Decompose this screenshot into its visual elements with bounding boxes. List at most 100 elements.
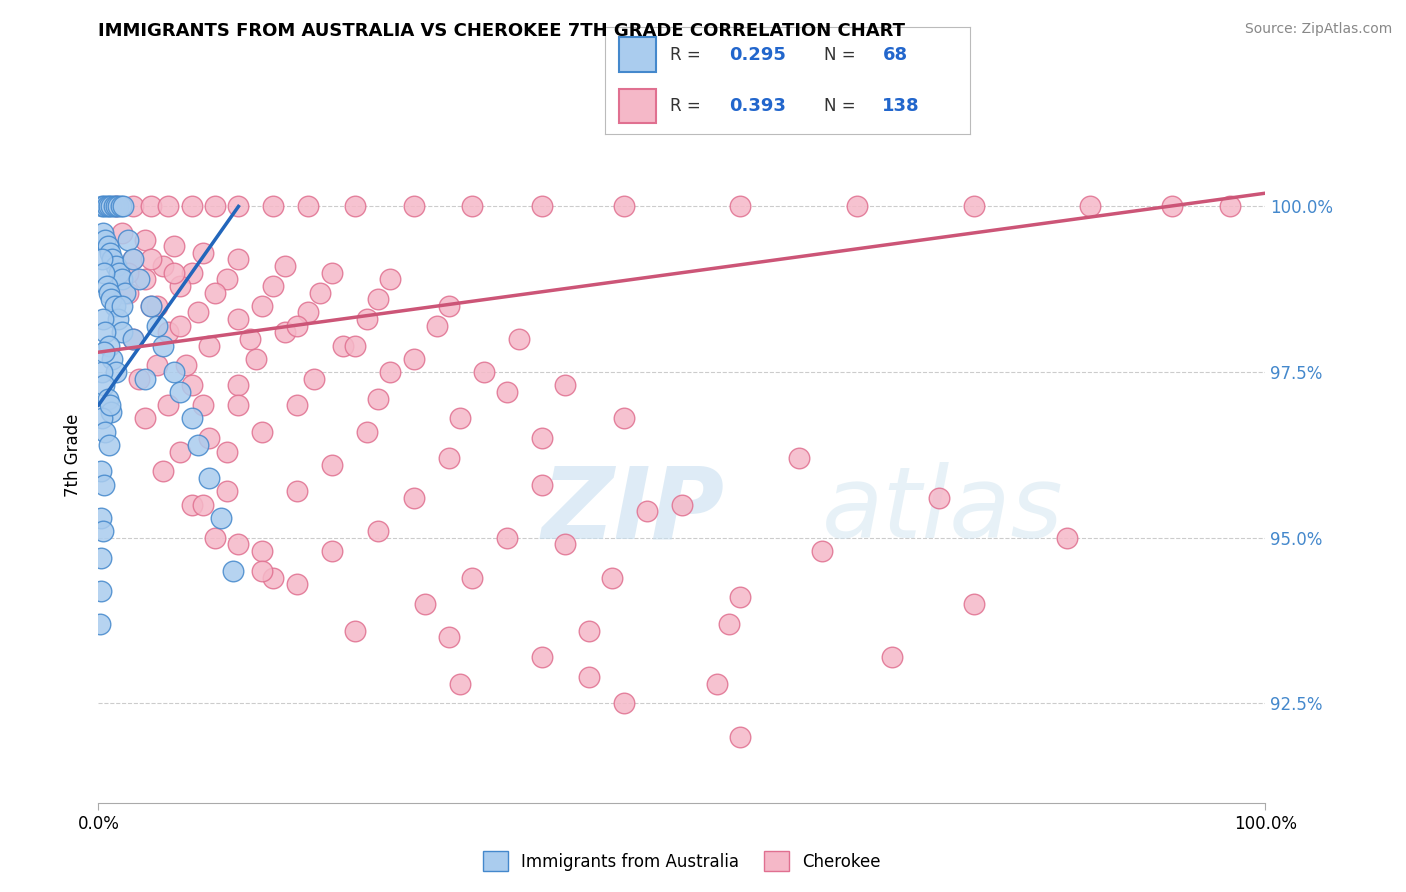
Point <box>461 199 484 213</box>
Point <box>426 318 449 333</box>
Point <box>146 318 169 333</box>
Point <box>134 233 156 247</box>
Point <box>215 444 238 458</box>
Point <box>285 577 308 591</box>
Point <box>846 199 869 213</box>
Point <box>928 491 950 505</box>
Point <box>250 299 273 313</box>
Point <box>169 318 191 333</box>
Point <box>413 597 436 611</box>
Point <box>90 252 112 267</box>
Point <box>97 338 120 352</box>
Text: N =: N = <box>824 45 855 63</box>
Y-axis label: 7th Grade: 7th Grade <box>65 413 83 497</box>
Point <box>96 199 118 213</box>
Point <box>554 378 576 392</box>
Point <box>134 411 156 425</box>
Point <box>157 398 180 412</box>
Text: 68: 68 <box>883 45 907 63</box>
Point <box>198 431 221 445</box>
Point <box>730 730 752 744</box>
Point <box>97 285 120 300</box>
Point <box>461 570 484 584</box>
Point <box>228 398 250 412</box>
Point <box>250 425 273 439</box>
Point <box>344 199 367 213</box>
Point <box>90 365 112 379</box>
Point <box>122 332 145 346</box>
Point <box>104 299 127 313</box>
Point <box>508 332 530 346</box>
Point <box>117 285 139 300</box>
Point <box>163 266 186 280</box>
Point <box>495 531 517 545</box>
Point <box>100 199 122 213</box>
Point <box>367 292 389 306</box>
Point <box>578 624 600 638</box>
Point <box>636 504 658 518</box>
Point <box>1219 199 1241 213</box>
Point <box>90 465 112 479</box>
Point <box>578 670 600 684</box>
Text: R =: R = <box>671 45 702 63</box>
Point <box>157 199 180 213</box>
Point <box>274 326 297 340</box>
Point <box>163 239 186 253</box>
Point <box>98 398 121 412</box>
Point <box>146 299 169 313</box>
Point <box>103 199 125 213</box>
Point <box>1080 199 1102 213</box>
Point <box>187 438 209 452</box>
Point <box>128 272 150 286</box>
Point <box>554 537 576 551</box>
Point <box>98 245 121 260</box>
Point <box>613 199 636 213</box>
Point <box>1161 199 1184 213</box>
Point <box>204 285 226 300</box>
Point <box>530 650 553 665</box>
Point <box>344 624 367 638</box>
Point <box>228 199 250 213</box>
Text: R =: R = <box>671 97 702 115</box>
Point <box>344 338 367 352</box>
Point <box>134 372 156 386</box>
Point <box>228 537 250 551</box>
Point <box>530 431 553 445</box>
Point <box>111 226 134 240</box>
Point <box>100 292 122 306</box>
Point <box>367 392 389 406</box>
Point <box>108 266 131 280</box>
Point <box>221 564 243 578</box>
Point <box>1056 531 1078 545</box>
Point <box>262 199 284 213</box>
Point <box>90 511 112 525</box>
Point <box>437 630 460 644</box>
Point <box>96 279 118 293</box>
Point <box>163 365 186 379</box>
Point <box>104 259 127 273</box>
Point <box>89 616 111 631</box>
Point <box>285 398 308 412</box>
Point <box>180 498 202 512</box>
Point <box>332 338 354 352</box>
Point <box>378 365 402 379</box>
Point <box>228 252 250 267</box>
Text: Source: ZipAtlas.com: Source: ZipAtlas.com <box>1244 22 1392 37</box>
Point <box>104 365 127 379</box>
Point <box>730 199 752 213</box>
Point <box>101 351 124 366</box>
Point <box>152 259 174 273</box>
Point <box>671 498 693 512</box>
Point <box>285 318 308 333</box>
Point <box>250 564 273 578</box>
Point <box>122 199 145 213</box>
Text: N =: N = <box>824 97 855 115</box>
Point <box>449 411 471 425</box>
Point <box>91 312 114 326</box>
Point <box>97 199 120 213</box>
Point <box>93 477 115 491</box>
Point <box>180 378 202 392</box>
Text: 0.393: 0.393 <box>728 97 786 115</box>
Point <box>239 332 262 346</box>
Point <box>321 266 343 280</box>
